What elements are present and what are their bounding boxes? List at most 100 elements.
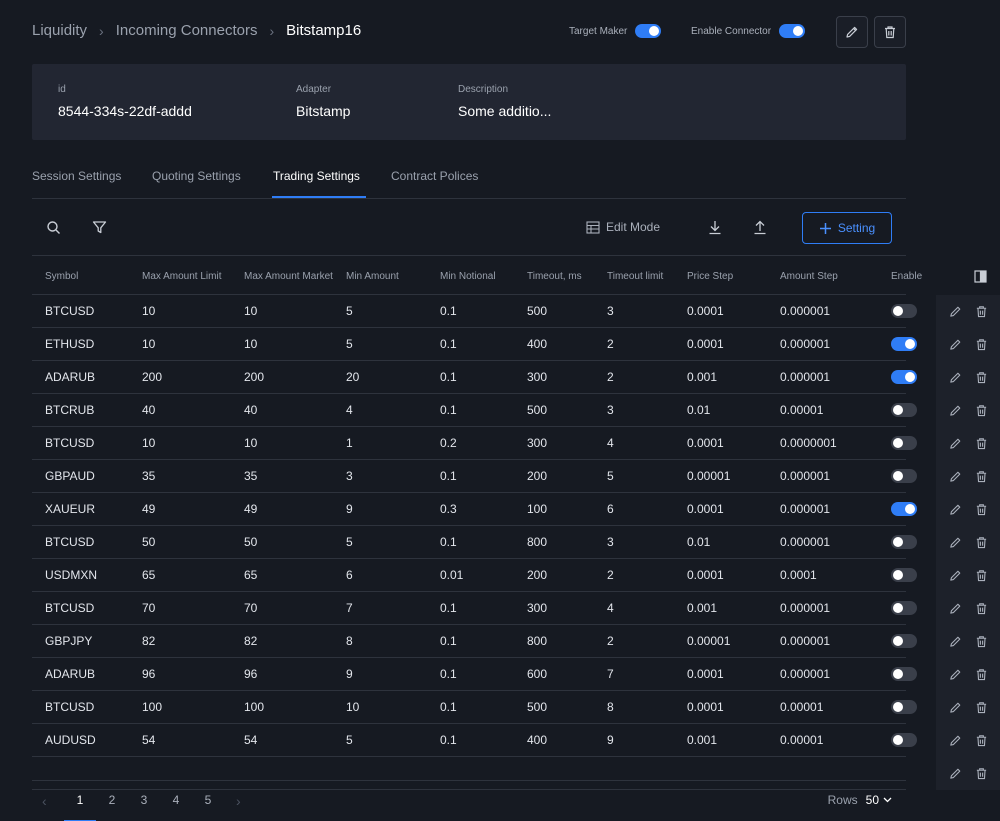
enable-toggle[interactable] — [891, 436, 917, 450]
enable-toggle[interactable] — [891, 535, 917, 549]
enable-toggle[interactable] — [891, 337, 917, 351]
cell-min-amount: 10 — [346, 700, 360, 714]
delete-row-button[interactable] — [975, 305, 988, 318]
cell-symbol: XAUEUR — [45, 502, 96, 516]
column-header[interactable]: Timeout, ms — [527, 270, 582, 282]
edit-row-button[interactable] — [949, 305, 962, 318]
cell-max-limit: 82 — [142, 634, 156, 648]
row-actions — [936, 295, 1000, 328]
add-setting-button[interactable]: Setting — [802, 212, 892, 244]
delete-row-button[interactable] — [975, 371, 988, 384]
edit-row-button[interactable] — [949, 437, 962, 450]
edit-row-button[interactable] — [949, 371, 962, 384]
page-2[interactable]: 2 — [108, 793, 116, 807]
description-label: Description — [458, 84, 509, 95]
edit-row-button[interactable] — [949, 635, 962, 648]
edit-row-button[interactable] — [949, 767, 962, 780]
delete-row-button[interactable] — [975, 767, 988, 780]
tab-trading-settings[interactable]: Trading Settings — [273, 169, 360, 183]
download-button[interactable] — [708, 220, 722, 235]
enable-toggle[interactable] — [891, 568, 917, 582]
edit-row-button[interactable] — [949, 569, 962, 582]
column-header[interactable]: Enable — [891, 270, 923, 282]
delete-row-button[interactable] — [975, 503, 988, 516]
breadcrumb-incoming-connectors[interactable]: Incoming Connectors — [115, 22, 258, 39]
edit-row-button[interactable] — [949, 602, 962, 615]
edit-row-button[interactable] — [949, 338, 962, 351]
delete-row-button[interactable] — [975, 635, 988, 648]
enable-toggle[interactable] — [891, 403, 917, 417]
column-header[interactable]: Max Amount Market — [244, 270, 333, 282]
table-body: BTCUSD 10 10 5 0.1 500 3 0.0001 0.000001 ETHUSD 10… — [32, 295, 1000, 757]
delete-row-button[interactable] — [975, 437, 988, 450]
column-header[interactable]: Min Notional — [440, 270, 496, 282]
pencil-icon — [949, 636, 960, 647]
delete-row-button[interactable] — [975, 569, 988, 582]
enable-toggle[interactable] — [891, 502, 917, 516]
delete-row-button[interactable] — [975, 602, 988, 615]
enable-toggle[interactable] — [891, 733, 917, 747]
column-header[interactable]: Amount Step — [780, 270, 838, 282]
edit-row-button[interactable] — [949, 734, 962, 747]
edit-connector-button[interactable] — [836, 16, 868, 48]
delete-row-button[interactable] — [975, 470, 988, 483]
enable-toggle[interactable] — [891, 700, 917, 714]
edit-row-button[interactable] — [949, 503, 962, 516]
enable-toggle[interactable] — [891, 667, 917, 681]
page-4[interactable]: 4 — [172, 793, 180, 807]
page-1[interactable]: 1 — [76, 793, 84, 807]
cell-amount-step: 0.0000001 — [780, 436, 837, 450]
delete-connector-button[interactable] — [874, 16, 906, 48]
delete-row-button[interactable] — [975, 701, 988, 714]
delete-row-button[interactable] — [975, 536, 988, 549]
edit-row-button[interactable] — [949, 668, 962, 681]
rows-per-page-select[interactable]: 50 — [866, 793, 892, 807]
rows-per-page: Rows 50 — [828, 793, 892, 807]
cell-price-step: 0.0001 — [687, 502, 724, 516]
delete-row-button[interactable] — [975, 404, 988, 417]
column-header[interactable]: Max Amount Limit — [142, 270, 222, 282]
breadcrumb-liquidity[interactable]: Liquidity — [32, 22, 88, 39]
page-3[interactable]: 3 — [140, 793, 148, 807]
trash-icon — [976, 504, 986, 516]
enable-toggle[interactable] — [891, 370, 917, 384]
edit-row-button[interactable] — [949, 470, 962, 483]
enable-toggle[interactable] — [891, 634, 917, 648]
column-header[interactable]: Timeout limit — [607, 270, 664, 282]
prev-page-button[interactable]: ‹ — [42, 793, 47, 809]
cell-min-notional: 0.2 — [440, 436, 457, 450]
delete-row-button[interactable] — [975, 668, 988, 681]
page-5[interactable]: 5 — [204, 793, 212, 807]
tab-session-settings[interactable]: Session Settings — [32, 169, 122, 183]
delete-row-button[interactable] — [975, 734, 988, 747]
pencil-icon — [949, 768, 960, 779]
adapter-value: Bitstamp — [296, 103, 351, 119]
enable-toggle[interactable] — [891, 469, 917, 483]
enable-toggle[interactable] — [891, 601, 917, 615]
pencil-icon — [949, 306, 960, 317]
search-button[interactable] — [46, 220, 61, 235]
tab-quoting-settings[interactable]: Quoting Settings — [152, 169, 241, 183]
column-header[interactable]: Symbol — [45, 270, 79, 282]
edit-row-button[interactable] — [949, 701, 962, 714]
cell-timeout-ms: 800 — [527, 535, 548, 549]
column-header[interactable]: Price Step — [687, 270, 734, 282]
upload-button[interactable] — [753, 220, 767, 235]
edit-mode-button[interactable]: Edit Mode — [586, 220, 660, 234]
edit-row-button[interactable] — [949, 536, 962, 549]
tab-contract-polices[interactable]: Contract Polices — [391, 169, 479, 183]
column-header[interactable]: Min Amount — [346, 270, 399, 282]
columns-settings-button[interactable] — [974, 258, 987, 294]
table-row: AUDUSD 54 54 5 0.1 400 9 0.001 0.00001 — [32, 724, 1000, 757]
enable-connector-toggle[interactable] — [779, 24, 806, 38]
enable-toggle[interactable] — [891, 304, 917, 318]
cell-price-step: 0.001 — [687, 733, 718, 747]
filter-button[interactable] — [92, 220, 107, 235]
cell-price-step: 0.00001 — [687, 634, 731, 648]
table-row-empty — [32, 757, 1000, 790]
edit-row-button[interactable] — [949, 404, 962, 417]
delete-row-button[interactable] — [975, 338, 988, 351]
next-page-button[interactable]: › — [236, 793, 241, 809]
target-maker-toggle[interactable] — [635, 24, 662, 38]
pencil-icon — [949, 372, 960, 383]
